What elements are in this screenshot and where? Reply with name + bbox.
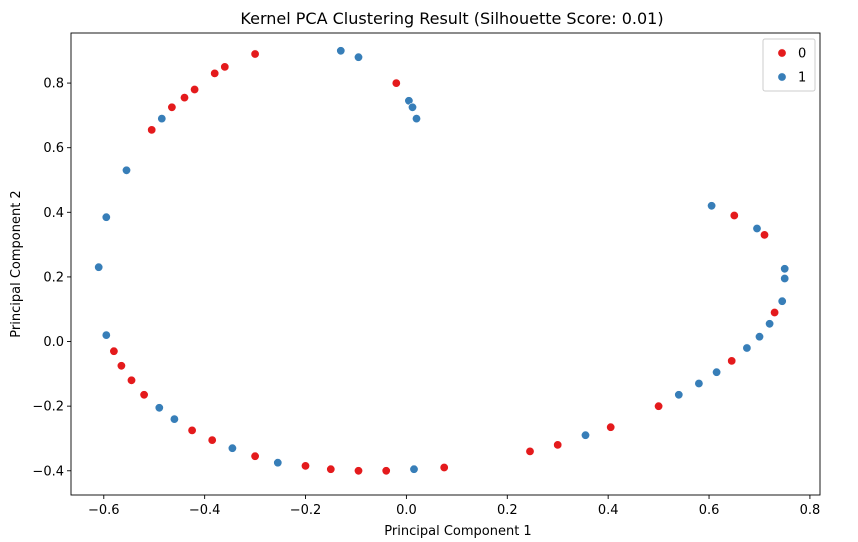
data-point-series-0-5 [167,102,177,112]
points-layer [94,46,790,476]
data-point-series-0-1 [220,62,230,72]
data-point-series-1-5 [157,114,167,124]
y-tick-label: −0.2 [32,400,64,415]
data-point-series-1-21 [765,319,775,329]
data-point-series-1-19 [742,343,752,353]
data-point-series-0-25 [127,375,137,385]
legend-label-1: 1 [798,71,806,86]
data-point-series-1-0 [336,46,346,56]
chart-title: Kernel PCA Clustering Result (Silhouette… [240,9,663,28]
y-tick-label: 0.0 [43,335,64,350]
data-point-series-1-24 [780,264,790,274]
data-point-series-0-23 [187,425,197,435]
data-point-series-0-6 [147,125,157,135]
x-tick-label: 0.2 [497,503,518,518]
x-tick-label: −0.6 [88,503,120,518]
data-point-series-0-15 [525,446,535,456]
x-tick-label: 0.8 [800,503,821,518]
legend-box [762,38,816,92]
y-axis-ticks: −0.4 −0.2 0.0 0.2 0.4 0.6 0.8 [32,77,71,479]
plot-frame [70,32,821,496]
data-point-series-0-26 [116,361,126,371]
y-tick-label: 0.4 [43,206,64,221]
legend: 01 [762,38,816,92]
data-point-series-1-25 [752,224,762,234]
data-point-series-0-19 [326,464,336,474]
data-point-series-0-20 [300,461,310,471]
data-point-series-1-17 [694,378,704,388]
legend-marker-0 [777,48,787,58]
data-point-series-1-4 [411,114,421,124]
data-point-series-1-23 [780,273,790,283]
data-point-series-1-12 [227,443,237,453]
x-tick-label: −0.2 [290,503,322,518]
data-point-series-1-16 [674,390,684,400]
data-point-series-1-7 [101,212,111,222]
legend-marker-1 [777,72,787,82]
data-point-series-0-22 [207,435,217,445]
data-point-series-1-14 [409,464,419,474]
x-axis-label: Principal Component 1 [384,524,531,539]
x-axis-ticks: −0.6 −0.4 −0.2 0.0 0.2 0.4 0.6 0.8 [88,495,820,518]
data-point-series-1-6 [122,165,132,175]
x-tick-label: 0.4 [598,503,619,518]
data-point-series-0-3 [190,85,200,95]
y-tick-label: 0.8 [43,77,64,92]
data-point-series-0-24 [139,390,149,400]
y-tick-label: 0.2 [43,270,64,285]
x-tick-label: 0.0 [396,503,417,518]
data-point-series-1-8 [94,262,104,272]
data-point-series-1-20 [754,332,764,342]
data-point-series-0-12 [654,401,664,411]
data-point-series-0-21 [250,451,260,461]
data-point-series-1-1 [353,52,363,62]
y-axis-label: Principal Component 2 [9,190,24,337]
data-point-series-0-27 [109,346,119,356]
data-point-series-0-8 [729,211,739,221]
data-point-series-1-15 [580,430,590,440]
data-point-series-0-4 [180,93,190,103]
data-point-series-0-9 [759,230,769,240]
data-point-series-0-2 [210,68,220,78]
data-point-series-0-17 [381,466,391,476]
legend-label-0: 0 [798,47,806,62]
data-point-series-1-10 [154,403,164,413]
data-point-series-1-18 [712,367,722,377]
data-point-series-1-11 [169,414,179,424]
data-point-series-1-26 [707,201,717,211]
data-point-series-0-16 [439,462,449,472]
x-tick-label: 0.6 [699,503,720,518]
data-point-series-0-0 [250,49,260,59]
data-point-series-0-10 [770,307,780,317]
data-point-series-0-13 [606,422,616,432]
data-point-series-1-9 [101,330,111,340]
data-point-series-0-18 [353,466,363,476]
data-point-series-1-3 [407,102,417,112]
y-tick-label: 0.6 [43,141,64,156]
data-point-series-0-11 [727,356,737,366]
data-point-series-0-7 [391,78,401,88]
y-tick-label: −0.4 [32,464,64,479]
x-tick-label: −0.4 [189,503,221,518]
data-point-series-1-22 [777,296,787,306]
data-point-series-1-13 [273,458,283,468]
data-point-series-0-14 [553,440,563,450]
